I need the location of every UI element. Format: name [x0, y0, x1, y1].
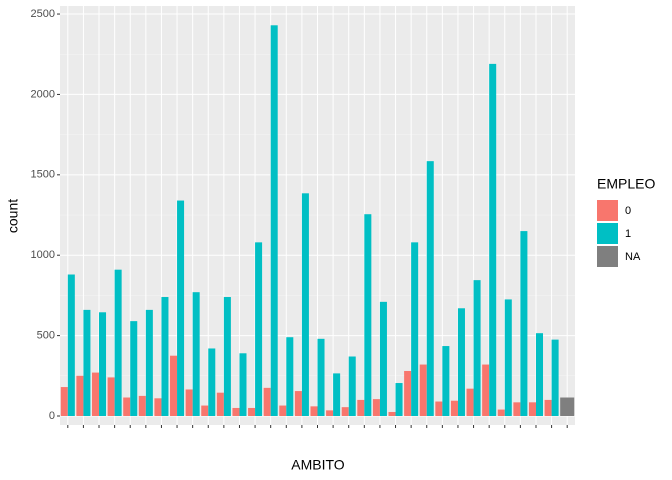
- bar: [185, 389, 193, 416]
- bar: [138, 395, 146, 416]
- bar: [263, 387, 271, 416]
- y-tick-label: 500: [37, 330, 55, 342]
- bar: [123, 397, 131, 416]
- bar: [497, 409, 505, 416]
- bar: [223, 297, 231, 416]
- bar: [107, 377, 115, 416]
- legend-title: EMPLEO: [597, 176, 655, 192]
- x-axis-title: AMBITO: [291, 457, 345, 473]
- bar: [60, 387, 68, 416]
- bar: [379, 301, 387, 416]
- bar: [482, 364, 490, 416]
- legend-key: [597, 246, 618, 267]
- bar: [114, 269, 122, 416]
- bar: [535, 333, 544, 416]
- bar: [528, 402, 536, 416]
- bar: [310, 406, 318, 416]
- bar: [67, 274, 75, 416]
- bar: [326, 410, 334, 416]
- bar: [317, 338, 325, 416]
- legend-label: 0: [625, 205, 631, 217]
- bar: [333, 373, 341, 416]
- bar: [560, 397, 575, 416]
- y-tick-label: 1000: [31, 249, 55, 261]
- bar: [248, 407, 256, 416]
- bar: [130, 321, 138, 416]
- bar: [551, 339, 559, 416]
- bar: [489, 63, 497, 416]
- bar: [395, 383, 403, 416]
- bar: [450, 400, 458, 416]
- bar: [170, 355, 178, 416]
- bar: [372, 399, 380, 416]
- y-tick-label: 1500: [31, 169, 55, 181]
- bar: [286, 337, 294, 416]
- bar: [99, 312, 107, 416]
- bar: [388, 411, 396, 416]
- y-tick-label: 0: [49, 410, 55, 422]
- bar: [294, 391, 302, 416]
- bar: [279, 405, 287, 416]
- bar: [513, 402, 521, 416]
- bar: [145, 309, 153, 416]
- bar: [404, 370, 412, 416]
- y-axis-title: count: [5, 199, 21, 233]
- bar: [76, 375, 84, 416]
- bar: [201, 405, 209, 416]
- bar: [466, 388, 474, 416]
- bar: [520, 231, 528, 416]
- bar: [457, 308, 465, 416]
- bar: [255, 242, 263, 416]
- bar: [426, 161, 434, 416]
- bar: [411, 242, 419, 416]
- bar: [216, 392, 224, 416]
- legend-label: 1: [625, 228, 631, 240]
- bar: [270, 25, 278, 416]
- bar: [239, 353, 247, 416]
- bar: [192, 292, 200, 416]
- bar: [504, 299, 512, 416]
- bar: [435, 401, 443, 416]
- bar: [232, 407, 240, 416]
- bar: [348, 356, 356, 416]
- legend-label: NA: [625, 251, 641, 263]
- bar: [301, 193, 309, 416]
- bar: [208, 348, 216, 416]
- y-tick-label: 2000: [31, 88, 55, 100]
- bar: [161, 297, 169, 416]
- bar: [419, 364, 427, 416]
- bar: [364, 214, 372, 416]
- bar: [341, 407, 349, 416]
- bar: [442, 346, 450, 416]
- bar: [154, 398, 162, 416]
- legend-key: [597, 200, 618, 221]
- y-tick-label: 2500: [31, 8, 55, 20]
- bar: [357, 399, 365, 416]
- legend-key: [597, 223, 618, 244]
- bar: [91, 372, 100, 416]
- bar: [83, 309, 91, 416]
- bar: [473, 280, 481, 416]
- bar: [544, 399, 552, 416]
- bar: [177, 200, 185, 416]
